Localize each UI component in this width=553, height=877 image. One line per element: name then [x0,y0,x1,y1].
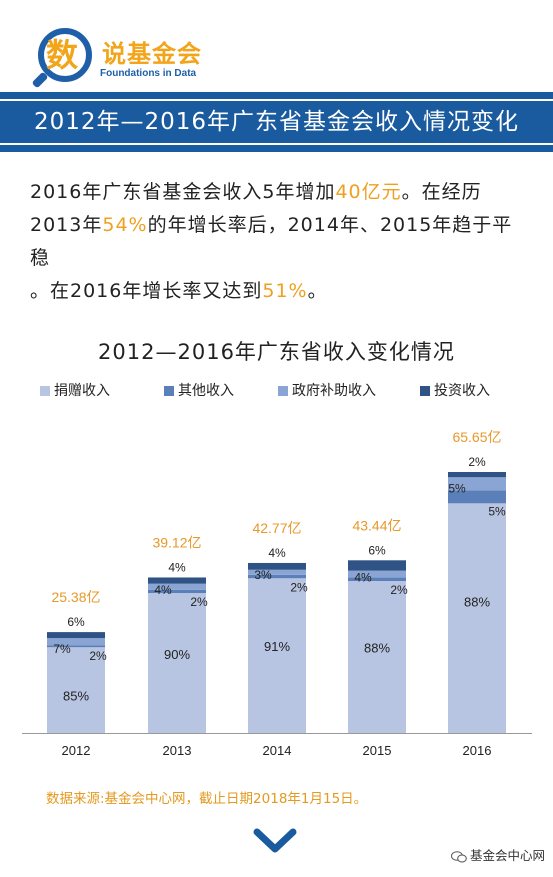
legend-swatch [278,386,288,396]
total-label: 65.65亿 [452,429,501,445]
intro-line-3: 。在2016年增长率又达到51%。 [30,275,530,308]
intro-line-1: 2016年广东省基金会收入5年增加40亿元。在经历 [30,176,530,209]
legend-label: 投资收入 [434,383,490,399]
legend-label: 捐赠收入 [54,383,110,399]
data-label-donation: 90% [164,647,190,662]
bar-segment-donation [148,593,206,733]
bar-segment-donation [248,578,306,733]
data-label-investment: 6% [368,543,386,557]
bar-segment-investment [148,577,206,584]
logo-badge: 数 [46,36,79,74]
data-label-donation: 91% [264,639,290,654]
bar-segment-other [348,577,406,582]
wechat-icon [450,850,467,862]
data-label-donation: 88% [464,595,490,610]
x-tick-label: 2015 [363,743,392,758]
bar-segment-government [148,583,206,590]
data-label-investment: 4% [268,546,286,560]
bar-segment-other [248,574,306,579]
logo-title: 说基金会 [102,40,202,68]
data-label-other: 2% [290,580,308,594]
bar-segment-donation [47,647,105,733]
bar-segment-government [448,477,506,491]
intro-line-2: 2013年54%的年增长率后，2014年、2015年趋于平稳 [30,209,530,275]
data-label-investment: 6% [67,615,85,629]
data-label-government: 4% [154,583,172,597]
legend-label: 政府补助收入 [292,383,376,399]
logo: 数 说基金会 Foundations in Data [30,24,240,94]
data-label-donation: 85% [63,688,89,703]
intro-highlight: 40亿元 [335,181,402,203]
bar-segment-donation [448,503,506,733]
intro-highlight: 54% [102,214,148,236]
data-label-investment: 4% [168,560,186,574]
data-label-donation: 88% [364,640,390,655]
intro-text: 2013年 [30,214,103,236]
legend-swatch [420,386,430,396]
legend-swatch [164,386,174,396]
data-label-other: 5% [488,504,506,518]
page-title: 2012年—2016年广东省基金会收入情况变化 [33,109,520,135]
legend-swatch [40,386,50,396]
intro-text: 2016年广东省基金会收入5年增加 [30,181,336,203]
bar-segment-donation [348,581,406,733]
title-banner: 2012年—2016年广东省基金会收入情况变化 [0,92,553,152]
total-label: 39.12亿 [152,534,201,550]
footer-brand: 基金会中心网 [450,845,545,864]
logo-subtitle: Foundations in Data [100,68,197,79]
bar-segment-other [448,490,506,504]
chart-legend: 捐赠收入 其他收入 政府补助收入 投资收入 [40,381,520,401]
intro-text: 的年增长率后，2014年、2015年趋于平稳 [30,214,513,269]
data-label-investment: 2% [468,455,486,469]
intro-text: 。在2016年增长率又达到 [30,280,263,302]
x-tick-label: 2012 [62,743,91,758]
x-tick-label: 2014 [263,743,292,758]
data-label-government: 4% [354,571,372,585]
total-label: 25.38亿 [51,589,100,605]
bar-segment-investment [47,632,105,639]
data-label-other: 2% [190,595,208,609]
intro-text: 。在经历 [401,181,482,203]
total-label: 42.77亿 [252,520,301,536]
intro-text: 。 [307,280,328,302]
intro-highlight: 51% [262,280,308,302]
legend-label: 其他收入 [178,383,234,399]
total-label: 43.44亿 [352,517,401,533]
bar-segment-investment [348,560,406,571]
bar-segment-investment [248,562,306,570]
data-label-government: 3% [254,568,272,582]
intro-paragraph: 2016年广东省基金会收入5年增加40亿元。在经历 2013年54%的年增长率后… [30,176,530,308]
bar-segment-investment [448,472,506,478]
bar-segment-other [47,645,105,648]
bar-segment-government [348,570,406,578]
data-label-government: 5% [448,482,466,496]
data-source-note: 数据来源:基金会中心网，截止日期2018年1月15日。 [46,791,368,807]
magnifier-icon [38,28,92,82]
bar-segment-government [47,638,105,646]
data-label-other: 2% [89,649,107,663]
x-tick-label: 2016 [463,743,492,758]
banner-frame: 2012年—2016年广东省基金会收入情况变化 [0,99,553,145]
bar-segment-other [148,589,206,594]
x-tick-label: 2013 [163,743,192,758]
chart-title: 2012—2016年广东省收入变化情况 [98,340,455,364]
bar-segment-government [248,569,306,575]
data-label-government: 7% [53,642,71,656]
data-label-other: 2% [390,583,408,597]
footer-brand-label: 基金会中心网 [469,848,545,863]
chevron-down-icon[interactable] [252,826,298,856]
